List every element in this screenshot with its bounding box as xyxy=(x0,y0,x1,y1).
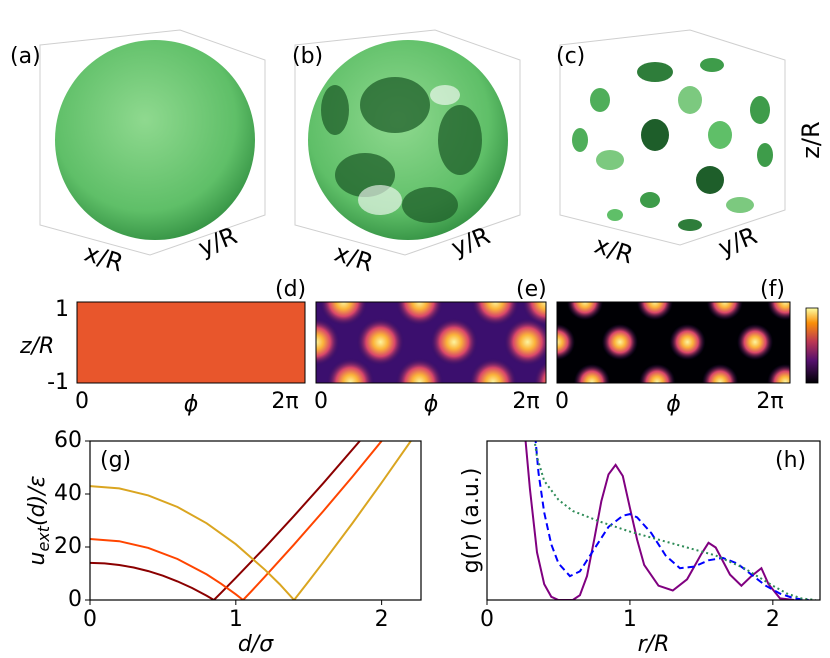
x-tick-label: 2 xyxy=(375,607,389,632)
y-tick-label: 20 xyxy=(54,534,82,559)
heatmap-e xyxy=(316,302,546,383)
heatmap-f xyxy=(557,302,790,383)
heat-blob xyxy=(319,302,368,326)
y-tick-label: 40 xyxy=(54,481,82,506)
series-line xyxy=(533,441,816,600)
x-axis-label: x/R xyxy=(331,239,377,278)
x-tick-label: 2π xyxy=(756,389,783,414)
panel-c-box xyxy=(559,29,786,246)
heat-blob xyxy=(669,324,706,360)
series-line xyxy=(534,441,809,600)
sphere xyxy=(55,40,255,240)
panel-a-box xyxy=(39,29,266,256)
heat-blob xyxy=(639,364,676,383)
panel-b-box xyxy=(294,29,521,256)
heat-blob xyxy=(503,318,546,366)
x-tick-label: 0 xyxy=(83,607,97,632)
colorbar xyxy=(805,307,819,384)
x-axis-label: d/σ xyxy=(238,632,274,657)
sphere-patches xyxy=(572,58,773,231)
y-axis-label: g(r) (a.u.) xyxy=(459,468,484,574)
heatmap-d xyxy=(77,302,305,383)
y-axis-label-part: ext xyxy=(34,525,53,551)
plot-frame xyxy=(486,440,821,601)
x-tick-label: 2π xyxy=(271,389,298,414)
heat-blob xyxy=(737,324,774,360)
x-tick-label: 1 xyxy=(229,607,243,632)
y-axis-label: y/R xyxy=(714,221,761,262)
y-axis-label-part: g(r) (a.u.) xyxy=(459,468,484,574)
heat-blob xyxy=(326,358,375,383)
series-line xyxy=(90,441,412,600)
sphere-panels xyxy=(39,29,786,256)
heatmaps xyxy=(77,302,819,384)
heatmap-frame xyxy=(315,301,547,384)
heat-blob xyxy=(430,318,478,366)
heat-blob xyxy=(706,302,743,320)
x-axis-label: r/R xyxy=(638,632,670,657)
y-tick-label: -1 xyxy=(47,370,69,395)
heat-blob xyxy=(469,358,518,383)
y-tick-label: 1 xyxy=(55,297,69,322)
panel-label: (h) xyxy=(775,448,806,473)
heat-blob xyxy=(557,324,575,360)
panel-label: (a) xyxy=(10,44,41,69)
heat-blob xyxy=(533,360,546,383)
y-axis-label-part: (d)/ε xyxy=(25,475,50,526)
heat-blob xyxy=(395,358,444,383)
y-tick-label: 0 xyxy=(68,587,82,612)
panel-label: (g) xyxy=(100,448,131,473)
series-line xyxy=(90,441,383,600)
series-line xyxy=(90,441,361,600)
x-tick-label: 0 xyxy=(480,607,494,632)
x-tick-label: 0 xyxy=(555,389,569,414)
heat-blob xyxy=(573,364,610,383)
x-axis-label: ϕ xyxy=(666,392,681,417)
panel-label: (d) xyxy=(275,277,306,302)
heat-blob xyxy=(702,364,739,383)
heat-blob xyxy=(316,318,340,366)
plot-frame xyxy=(89,440,422,601)
heat-blob xyxy=(566,302,603,320)
y-axis-label: uext(d)/ε xyxy=(25,475,53,565)
heat-blob xyxy=(767,364,790,383)
x-tick-label: 1 xyxy=(623,607,637,632)
panel-label: (c) xyxy=(556,44,585,69)
x-axis-label: x/R xyxy=(81,239,127,278)
heatmap-frame xyxy=(556,301,791,384)
panel-label: (e) xyxy=(516,277,547,302)
heat-blob xyxy=(471,302,520,326)
x-tick-label: 0 xyxy=(75,389,89,414)
x-axis-label: ϕ xyxy=(424,392,439,417)
heat-blob xyxy=(601,324,638,360)
x-tick-label: 2 xyxy=(766,607,780,632)
y-tick-label: 60 xyxy=(54,428,82,453)
x-axis-label: ϕ xyxy=(184,392,199,417)
heat-blob xyxy=(522,302,546,326)
z-axis-label: z/R xyxy=(797,121,825,158)
panel-label: (f) xyxy=(760,277,785,302)
heat-blob xyxy=(636,302,673,320)
x-axis-label: x/R xyxy=(591,231,637,270)
x-tick-label: 2π xyxy=(512,389,539,414)
heat-blob xyxy=(356,318,405,366)
x-tick-label: 0 xyxy=(314,389,328,414)
heat-blob xyxy=(767,302,790,320)
panel-label: (b) xyxy=(292,44,323,69)
heatmap-frame xyxy=(76,301,306,384)
sphere-gaps xyxy=(358,85,460,215)
heat-blob xyxy=(395,302,444,326)
series-line xyxy=(524,441,795,600)
y-axis-label: z/R xyxy=(19,334,54,359)
y-axis-label-part: u xyxy=(25,552,50,566)
